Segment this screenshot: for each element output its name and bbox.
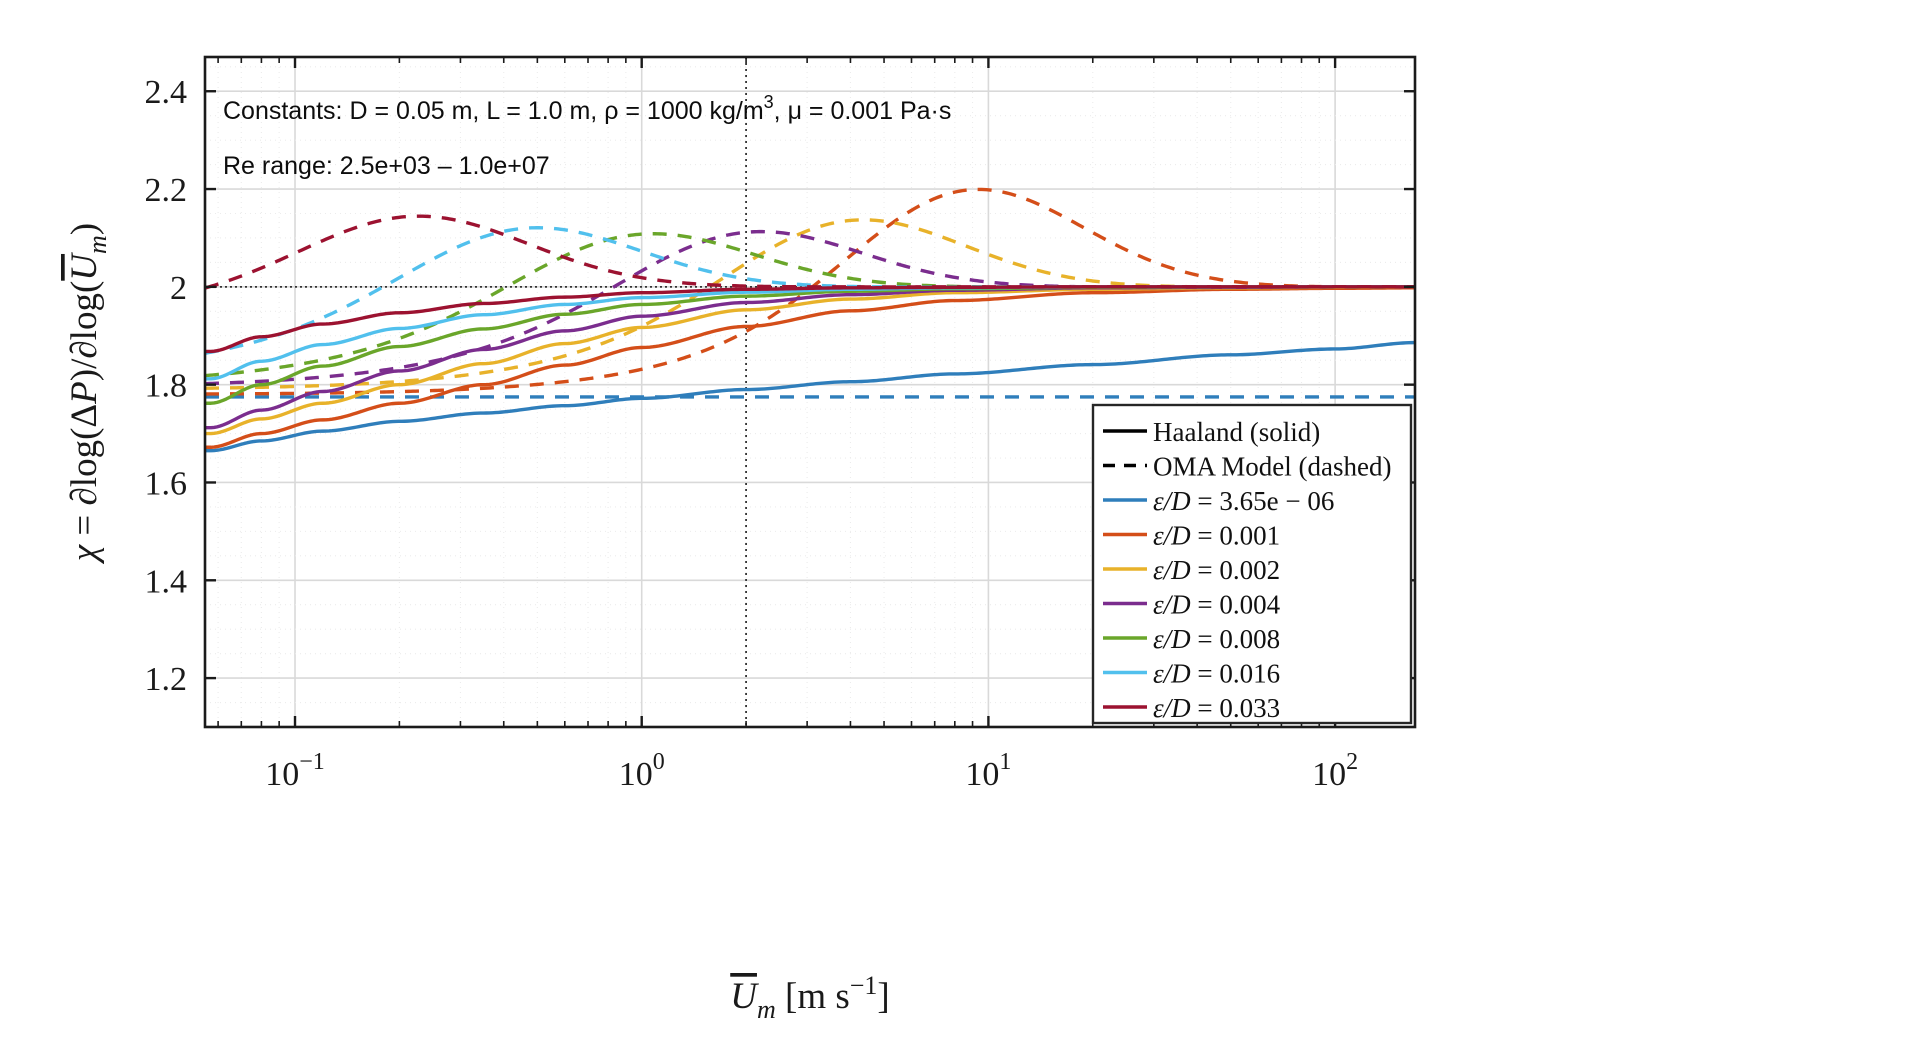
grid-layer [205,57,1415,727]
legend-value: = 0.001 [1191,521,1280,551]
legend-label-3[interactable]: ε/D = 0.001 [1153,521,1280,551]
y-tick-label: 1.2 [145,661,188,698]
legend-label-1[interactable]: OMA Model (dashed) [1153,452,1391,482]
x-label-U: U [730,976,759,1017]
x-label-units: [m s [776,976,850,1017]
y-axis-label: χ = ∂log(ΔP)/∂log(Um) [64,223,112,564]
oma-curve-eps_D_0.016 [205,226,1415,355]
series-eps_D_0.033 [205,214,1415,354]
y-label-close: ) [64,223,105,235]
series-eps_D_3.65e-06 [205,340,1415,453]
y-label-sub-m: m [83,235,112,254]
data-layer [205,187,1415,453]
y-tick-label: 2.2 [145,172,188,209]
legend-label-2[interactable]: ε/D = 3.65e − 06 [1153,486,1334,516]
x-tick-exponent: 1 [999,749,1011,775]
legend-label-5[interactable]: ε/D = 0.004 [1153,590,1281,620]
x-label-exponent: −1 [850,971,878,1000]
oma-curve-eps_D_0.033 [205,214,1415,290]
x-tick-exponent: −1 [299,749,325,775]
plot-frame [203,55,1417,729]
series-eps_D_0.002 [205,218,1415,436]
haaland-curve-eps_D_0.016 [205,285,1415,381]
y-label-eq: = ∂log(Δ [64,404,105,545]
legend-label-6[interactable]: ε/D = 0.008 [1153,624,1280,654]
legend-label-8[interactable]: ε/D = 0.033 [1153,693,1280,723]
legend-box [1091,403,1413,725]
x-tick-label: 10−1 [265,749,325,793]
x-tick-label: 102 [1312,749,1358,793]
legend-eps-d: ε/D [1153,486,1191,516]
haaland-curve-eps_D_3.65e-06 [205,340,1415,453]
series-eps_D_0.008 [205,232,1415,405]
legend-value: = 3.65e − 06 [1191,486,1335,516]
legend-eps-d: ε/D [1153,693,1191,723]
y-label-P: P [64,381,105,405]
legend-value: = 0.002 [1191,555,1280,585]
x-tick-exponent: 2 [1346,749,1358,775]
legend-eps-d: ε/D [1153,624,1191,654]
legend-eps-d: ε/D [1153,521,1191,551]
chart-figure: 1.2 1.4 1.6 1.8 2 2.2 2.4 10−1 100 101 102 Um [m s−… [64,55,1417,1024]
y-label-chi: χ [64,543,105,564]
legend-label-0[interactable]: Haaland (solid) [1153,417,1320,447]
x-tick-label: 101 [965,749,1011,793]
legend-eps-d: ε/D [1153,659,1191,689]
legend: Haaland (solid) OMA Model (dashed) ε/D = 3… [1091,403,1413,725]
annotations: Constants: D = 0.05 m, L = 1.0 m, ρ = 10… [223,92,951,180]
legend-value: = 0.016 [1191,659,1280,689]
oma-curve-eps_D_0.004 [205,229,1415,386]
y-tick-label: 1.4 [145,563,188,600]
y-label-div: )/∂log( [64,281,105,382]
annotation-rest: , μ = 0.001 Pa·s [774,97,952,125]
annotation-exponent: 3 [764,92,774,112]
y-tick-label: 1.6 [145,465,188,502]
legend-value: = 0.008 [1191,624,1280,654]
legend-eps-d: ε/D [1153,590,1191,620]
annotation-re-range: Re range: 2.5e+03 – 1.0e+07 [223,152,550,180]
y-label-Ubar: U [64,252,105,281]
oma-curve-eps_D_0.008 [205,232,1415,378]
axis-labels: Um [m s−1]χ = ∂log(ΔP)/∂log(Um) [64,223,890,1024]
x-axis-label: Um [m s−1] [730,971,890,1024]
legend-eps-d: ε/D [1153,555,1191,585]
legend-value: = 0.033 [1191,693,1280,723]
legend-label-4[interactable]: ε/D = 0.002 [1153,555,1280,585]
y-tick-label: 2 [170,270,187,307]
x-tick-label: 100 [619,749,665,793]
y-tick-label: 2.4 [145,74,188,111]
legend-value: = 0.004 [1191,590,1281,620]
x-label-sub-m: m [757,995,776,1024]
x-tick-exponent: 0 [653,749,665,775]
annotation-constants: Constants: D = 0.05 m, L = 1.0 m, ρ = 10… [223,92,951,125]
x-label-bracket: ] [877,976,889,1017]
legend-label-7[interactable]: ε/D = 0.016 [1153,659,1280,689]
y-tick-label: 1.8 [145,368,188,405]
